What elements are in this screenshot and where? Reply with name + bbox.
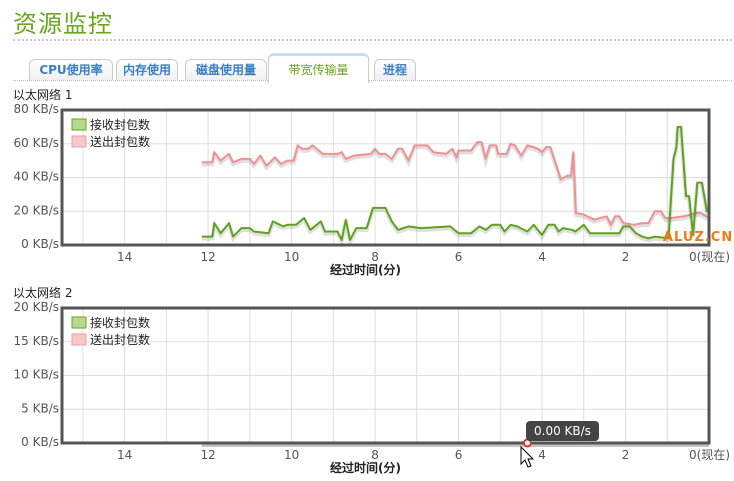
- tab-bar: CPU使用率 内存使用 磁盘使用量 带宽传输量 进程: [13, 53, 732, 83]
- y-tick-label: 10 KB/s: [14, 368, 59, 382]
- page-title: 资源监控: [13, 10, 113, 38]
- x-tick-label: 14: [117, 250, 132, 264]
- title-divider: [13, 39, 732, 41]
- y-tick-label: 0 KB/s: [21, 435, 59, 449]
- x-tick-label: 2: [622, 448, 630, 462]
- chart2-title: 以太网络 2: [13, 286, 73, 300]
- watermark: ALUZ.CN: [663, 230, 734, 245]
- legend-label: 接收封包数: [90, 315, 150, 330]
- x-tick-label: 8: [371, 448, 379, 462]
- tab-bandwidth[interactable]: 带宽传输量: [268, 53, 369, 83]
- x-tick-label: 0(现在): [689, 250, 730, 264]
- plot-frame: [60, 306, 711, 445]
- legend-swatch: [71, 316, 87, 329]
- legend-swatch: [71, 118, 87, 131]
- plot-frame: [60, 108, 711, 247]
- tab-cpu[interactable]: CPU使用率: [29, 59, 113, 80]
- x-tick-label: 14: [117, 448, 132, 462]
- x-tick-label: 0(现在): [689, 448, 730, 462]
- x-tick-label: 4: [538, 250, 546, 264]
- chart1-title: 以太网络 1: [13, 88, 73, 102]
- y-tick-label: 5 KB/s: [21, 401, 59, 415]
- tab-memory[interactable]: 内存使用: [116, 59, 178, 80]
- legend-label: 送出封包数: [90, 332, 150, 347]
- y-tick-label: 0 KB/s: [21, 237, 59, 251]
- x-tick-label: 6: [455, 250, 463, 264]
- series-line-receive: [201, 125, 709, 241]
- chart-1: 0 KB/s 20 KB/s 40 KB/s 60 KB/s 80 KB/s 14 12 10…: [14, 102, 730, 277]
- x-tick-label: 12: [200, 250, 215, 264]
- legend-label: 送出封包数: [90, 134, 150, 149]
- legend-label: 接收封包数: [90, 117, 150, 132]
- x-axis-label: 经过时间(分): [330, 460, 401, 475]
- x-tick-label: 2: [622, 250, 630, 264]
- legend-swatch: [71, 135, 87, 148]
- y-tick-label: 80 KB/s: [14, 102, 59, 116]
- x-tick-label: 10: [284, 448, 299, 462]
- y-tick-label: 40 KB/s: [14, 170, 59, 184]
- y-tick-label: 20 KB/s: [14, 203, 59, 217]
- tooltip: 0.00 KB/s: [526, 421, 599, 441]
- series-shadow: [201, 126, 709, 248]
- legend-swatch: [71, 333, 87, 346]
- y-tick-label: 15 KB/s: [14, 334, 59, 348]
- y-tick-label: 60 KB/s: [14, 136, 59, 150]
- x-tick-label: 10: [284, 250, 299, 264]
- chart-2: 0 KB/s 5 KB/s 10 KB/s 15 KB/s 20 KB/s 14 12 10 8…: [14, 300, 730, 475]
- tab-disk[interactable]: 磁盘使用量: [185, 59, 267, 80]
- x-tick-label: 8: [371, 250, 379, 264]
- x-tick-label: 4: [538, 448, 546, 462]
- x-tick-label: 6: [455, 448, 463, 462]
- x-tick-label: 12: [200, 448, 215, 462]
- tab-process[interactable]: 进程: [374, 59, 416, 80]
- x-axis-label: 经过时间(分): [330, 262, 401, 277]
- series-line-send: [201, 141, 710, 226]
- y-tick-label: 20 KB/s: [14, 300, 59, 314]
